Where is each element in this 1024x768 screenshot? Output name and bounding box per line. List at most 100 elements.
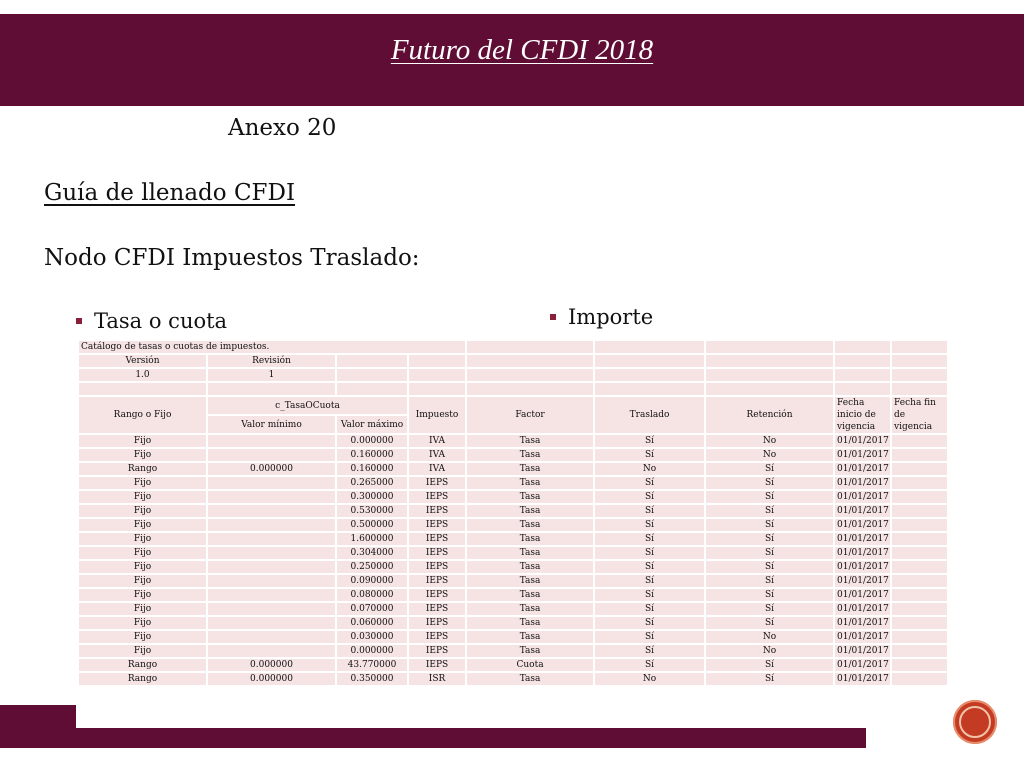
table-cell	[206, 489, 337, 505]
table-cell	[890, 643, 950, 659]
table-cell	[206, 531, 337, 547]
header-traslado: Traslado	[593, 395, 707, 435]
table-cell: Cuota	[465, 657, 596, 673]
table-cell: IEPS	[406, 601, 468, 617]
table-cell: Sí	[704, 615, 836, 631]
table-cell	[890, 587, 950, 603]
table-cell: Sí	[593, 447, 707, 463]
table-cell: 0.500000	[335, 517, 409, 533]
table-cell: 0.160000	[335, 461, 409, 477]
table-row: Rango 0.000000 43.770000 IEPS Cuota Sí Sí 01/01…	[77, 657, 950, 673]
table-cell	[206, 559, 337, 575]
table-cell: 0.304000	[335, 545, 409, 561]
table-cell: Sí	[593, 517, 707, 533]
table-cell	[890, 629, 950, 645]
table-cell: Tasa	[465, 489, 596, 505]
table-cell: 0.000000	[335, 643, 409, 659]
table-cell: IEPS	[406, 587, 468, 603]
table-cell	[890, 475, 950, 491]
presentation-logo-icon	[953, 700, 997, 744]
table-cell: Tasa	[465, 475, 596, 491]
table-cell	[890, 433, 950, 449]
table-cell: 01/01/2017	[833, 517, 893, 533]
table-cell	[890, 615, 950, 631]
table-row: Fijo 0.000000 IEPS Tasa Sí No 01/01/2017	[77, 643, 950, 659]
table-cell: Sí	[593, 475, 707, 491]
table-header-row: Rango o Fijo c_TasaOCuota Impuesto Facto…	[77, 395, 950, 435]
table-cell: Fijo	[77, 545, 208, 561]
table-cell: Sí	[593, 657, 707, 673]
table-cell: IEPS	[406, 615, 468, 631]
table-cell	[890, 573, 950, 589]
bullet-square-icon	[76, 318, 82, 324]
table-cell: 01/01/2017	[833, 559, 893, 575]
table-row: Fijo 0.080000 IEPS Tasa Sí Sí 01/01/2017	[77, 587, 950, 603]
table-row-version-labels: Versión Revisión	[77, 353, 950, 369]
table-cell: Sí	[593, 503, 707, 519]
table-cell	[206, 517, 337, 533]
header-tasa-o-cuota: c_TasaOCuota	[206, 395, 409, 416]
table-cell: Tasa	[465, 601, 596, 617]
table-cell: Sí	[704, 559, 836, 575]
table-row: Rango 0.000000 0.350000 ISR Tasa No Sí 01/01/20…	[77, 671, 950, 687]
table-cell: 0.530000	[335, 503, 409, 519]
table-cell	[206, 545, 337, 561]
table-cell: Rango	[77, 671, 208, 687]
table-cell: 01/01/2017	[833, 503, 893, 519]
header-fecha-inicio: Fecha inicio de vigencia	[833, 395, 893, 435]
table-cell	[890, 657, 950, 673]
table-cell: IEPS	[406, 489, 468, 505]
revision-value: 1	[206, 367, 337, 383]
table-cell: No	[593, 671, 707, 687]
table-cell: IVA	[406, 447, 468, 463]
table-cell: Sí	[704, 475, 836, 491]
slide-subtitle: Anexo 20	[228, 115, 337, 141]
table-cell: Tasa	[465, 559, 596, 575]
table-cell	[206, 643, 337, 659]
table-row: Fijo 0.090000 IEPS Tasa Sí Sí 01/01/2017	[77, 573, 950, 589]
table-cell: Fijo	[77, 475, 208, 491]
table-row: Fijo 0.300000 IEPS Tasa Sí Sí 01/01/2017	[77, 489, 950, 505]
table-cell	[206, 503, 337, 519]
table-subheader-row: Valor mínimo Valor máximo	[78, 414, 948, 435]
table-cell	[890, 545, 950, 561]
table-cell: 0.000000	[206, 461, 337, 477]
table-cell: Fijo	[77, 489, 208, 505]
header-valor-maximo: Valor máximo	[335, 414, 409, 435]
table-cell: Sí	[593, 601, 707, 617]
table-cell: Fijo	[77, 447, 208, 463]
table-cell: IEPS	[406, 559, 468, 575]
table-row-spacer	[77, 381, 950, 397]
table-cell: Tasa	[465, 461, 596, 477]
table-cell: 01/01/2017	[833, 447, 893, 463]
bullet-importe: Importe	[550, 305, 653, 329]
table-cell: IEPS	[406, 531, 468, 547]
bullet-square-icon	[550, 314, 556, 320]
table-cell: No	[704, 629, 836, 645]
table-cell: 01/01/2017	[833, 643, 893, 659]
version-value: 1.0	[77, 367, 208, 383]
table-row-caption: Catálogo de tasas o cuotas de impuestos.	[76, 339, 950, 355]
table-cell: 01/01/2017	[833, 573, 893, 589]
table-cell: 01/01/2017	[833, 489, 893, 505]
table-cell: 0.080000	[335, 587, 409, 603]
table-cell: Sí	[704, 573, 836, 589]
table-cell: Tasa	[465, 503, 596, 519]
table-cell: Fijo	[77, 615, 208, 631]
table-cell: Tasa	[465, 587, 596, 603]
table-cell: Sí	[704, 489, 836, 505]
table-cell: 01/01/2017	[833, 475, 893, 491]
table-cell: Tasa	[465, 517, 596, 533]
table-cell: Tasa	[465, 643, 596, 659]
table-cell: Tasa	[465, 629, 596, 645]
table-row: Fijo 0.304000 IEPS Tasa Sí Sí 01/01/2017	[77, 545, 950, 561]
table-cell: Sí	[593, 433, 707, 449]
table-cell: 0.250000	[335, 559, 409, 575]
table-cell	[890, 461, 950, 477]
header-impuesto: Impuesto	[406, 395, 468, 435]
table-row: Fijo 0.530000 IEPS Tasa Sí Sí 01/01/2017	[77, 503, 950, 519]
table-cell: 0.070000	[335, 601, 409, 617]
table-cell: IEPS	[406, 517, 468, 533]
table-cell: Sí	[704, 587, 836, 603]
table-cell: IEPS	[406, 643, 468, 659]
